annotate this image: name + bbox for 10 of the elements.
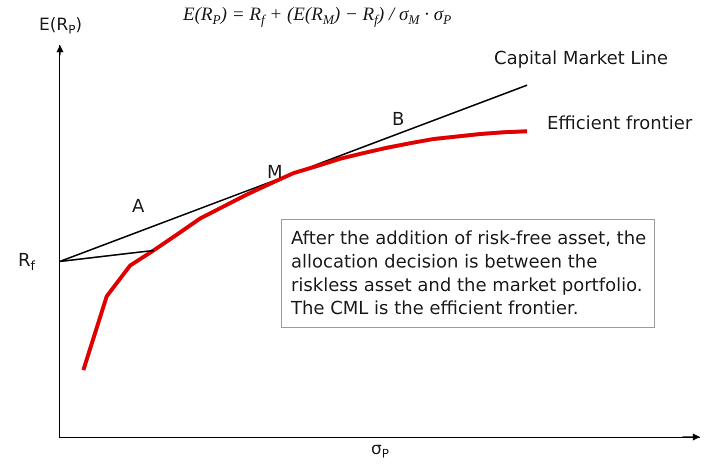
text: R$_{f}$ [18,250,36,273]
annotation: A [132,196,145,217]
annotation: B [392,109,404,130]
series-label: Efficient frontier [547,113,693,134]
text: E(R$_{P}$) = R$_{f}$ + (E(R$_{M}$) − R$_{f}$) / σ$_{M}$ · σ$_{P}$ [183,4,452,27]
annotation: M [267,162,283,183]
series-label: Capital Market Line [494,48,668,69]
annotation: After the addition of risk-free asset, the allocation decision is between the riskless asset and the market portfolio. The CML is the efficient frontier. [290,228,646,320]
y-axis-title: E(R$_{P}$) [39,15,82,37]
x-axis-title: σ$_{P}$ [371,438,389,460]
